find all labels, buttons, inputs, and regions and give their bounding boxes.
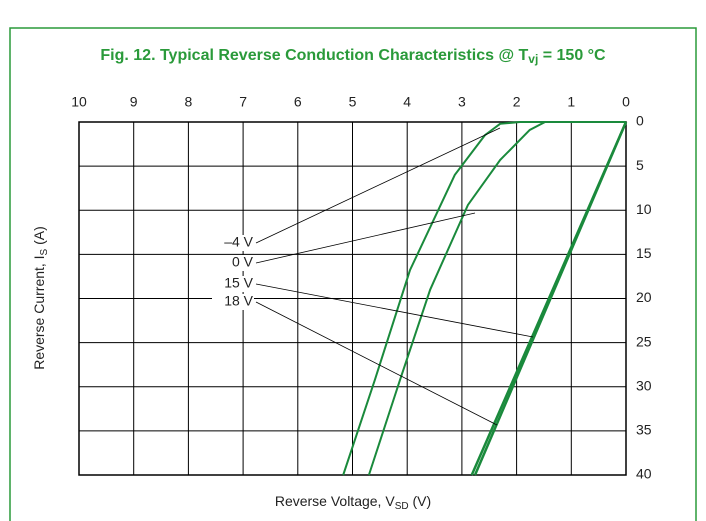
x-tick-label: 1	[567, 94, 575, 110]
y-tick-label: 15	[636, 245, 652, 261]
y-tick-label: 10	[636, 201, 652, 217]
xlabel-tail: (V)	[409, 493, 432, 509]
label-bg	[212, 235, 254, 251]
leader-line	[255, 127, 501, 244]
legend-label: 15 V	[224, 275, 253, 291]
line-series	[342, 121, 626, 476]
x-tick-label: 7	[239, 94, 247, 110]
x-tick-label: 10	[71, 94, 87, 110]
label-bg	[212, 294, 254, 310]
x-tick-label: 5	[349, 94, 357, 110]
x-tick-label: 0	[622, 94, 630, 110]
ylabel-tail: (A)	[31, 226, 47, 249]
x-tick-label: 6	[294, 94, 302, 110]
title-main: Fig. 12. Typical Reverse Conduction Char…	[100, 47, 528, 64]
y-tick-label: 35	[636, 422, 652, 438]
label-bg	[212, 276, 254, 292]
ylabel-sub: S	[39, 248, 50, 255]
x-tick-label: 3	[458, 94, 466, 110]
xlabel-main: Reverse Voltage, V	[275, 493, 396, 509]
frame	[9, 27, 697, 521]
x-tick-label: 2	[513, 94, 521, 110]
leader-line	[255, 301, 498, 426]
line-series	[473, 121, 628, 476]
x-axis-label: Reverse Voltage, VSD (V)	[275, 493, 431, 512]
legend-label: 0 V	[232, 254, 254, 270]
y-tick-label: 5	[636, 157, 644, 173]
leader-line	[255, 212, 476, 264]
legend-label: 18 V	[224, 293, 253, 309]
legend-label: –4 V	[224, 234, 253, 250]
y-tick-label: 20	[636, 289, 652, 305]
y-tick-label: 25	[636, 333, 652, 349]
y-tick-label: 30	[636, 377, 652, 393]
y-axis-label: Reverse Current, IS (A)	[31, 226, 50, 370]
ylabel-main: Reverse Current, I	[31, 255, 47, 369]
title-tail: = 150 °C	[538, 47, 606, 64]
label-bg	[212, 255, 254, 271]
x-tick-label: 8	[185, 94, 193, 110]
plot-border	[78, 121, 627, 476]
x-tick-label: 9	[130, 94, 138, 110]
chart-title: Fig. 12. Typical Reverse Conduction Char…	[100, 47, 606, 66]
y-tick-label: 0	[636, 113, 644, 129]
y-tick-label: 40	[636, 466, 652, 482]
line-series	[367, 121, 626, 476]
xlabel-sub: SD	[395, 501, 409, 512]
leader-line	[255, 283, 534, 338]
x-tick-label: 4	[403, 94, 411, 110]
title-sub: vj	[528, 52, 538, 66]
